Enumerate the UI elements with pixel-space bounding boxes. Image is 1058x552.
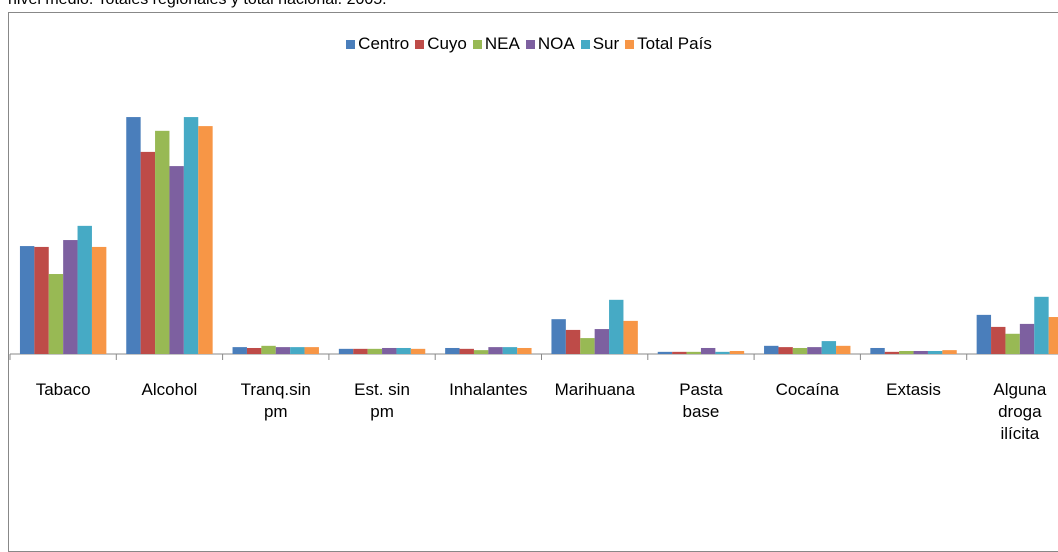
bar: [729, 350, 745, 354]
bar: [183, 117, 199, 354]
x-tick-label: Inhalantes: [449, 380, 528, 399]
bar: [445, 347, 460, 354]
bar: [686, 351, 701, 354]
bar: [261, 345, 276, 354]
legend-label: Centro: [358, 34, 410, 53]
bar: [246, 347, 262, 354]
bar: [609, 299, 624, 354]
bar: [1005, 333, 1020, 354]
legend: Centro Cuyo NEA NOA Sur Total País: [0, 34, 1058, 54]
bar: [77, 225, 92, 354]
bar: [580, 338, 595, 354]
bar: [19, 246, 35, 354]
bar: [807, 347, 822, 354]
bar: [1019, 323, 1035, 354]
bar: [792, 347, 808, 354]
x-tick-label: Tabaco: [35, 380, 91, 399]
bar: [1048, 317, 1058, 354]
legend-swatch: [625, 39, 635, 49]
bar: [304, 347, 319, 354]
x-tick-label: Extasis: [886, 380, 941, 399]
bar: [551, 319, 566, 354]
bar: [942, 350, 957, 354]
legend-item: Cuyo: [415, 34, 467, 54]
bar: [821, 341, 837, 354]
bar: [623, 320, 638, 354]
plot: [9, 117, 1058, 360]
x-tick-label: Cocaína: [775, 380, 839, 399]
x-tick-label: Alguna droga ilícita: [993, 380, 1047, 443]
chart-title: nivel medio. Totales regionales y total …: [8, 0, 387, 9]
legend-swatch: [525, 39, 535, 49]
bar: [338, 348, 354, 354]
bar: [715, 351, 730, 354]
legend-swatch: [580, 39, 590, 49]
bar: [672, 351, 687, 354]
bar: [700, 347, 716, 354]
legend-item: Centro: [346, 34, 409, 54]
bar: [976, 314, 992, 354]
bar: [870, 347, 885, 354]
legend-label: Total País: [637, 34, 712, 53]
bar: [594, 329, 610, 354]
bar: [290, 347, 305, 354]
bar: [899, 350, 914, 354]
legend-label: NOA: [537, 34, 575, 53]
legend-swatch: [346, 39, 356, 49]
x-tick-label: Pasta base: [679, 380, 723, 421]
bar: [488, 347, 503, 354]
legend-item: Sur: [580, 34, 620, 54]
legend-swatch: [415, 39, 425, 49]
bar: [410, 348, 426, 354]
bar: [367, 348, 383, 354]
legend-label: Cuyo: [427, 34, 467, 53]
x-tick-label: Alcohol: [141, 380, 198, 399]
bar: [473, 350, 489, 354]
x-tick-label: Marihuana: [554, 380, 635, 399]
bar: [1034, 296, 1049, 354]
bar: [275, 347, 291, 354]
bar: [913, 350, 928, 354]
bar: [169, 166, 184, 354]
legend-label: Sur: [592, 34, 620, 53]
bar: [836, 345, 851, 354]
legend-label: NEA: [484, 34, 520, 53]
bar: [91, 246, 107, 354]
bar: [48, 274, 64, 354]
bar: [140, 151, 156, 354]
bar: [778, 347, 793, 354]
legend-item: Total País: [625, 34, 712, 54]
bar: [991, 326, 1006, 354]
bar: [517, 347, 532, 354]
bar: [764, 345, 779, 354]
bar: [382, 347, 397, 354]
bar: [459, 348, 474, 354]
bar: [927, 350, 943, 354]
bar: [198, 126, 213, 354]
x-tick-label: Est. sin pm: [354, 380, 410, 421]
bar: [155, 130, 170, 354]
bar: [232, 347, 247, 354]
bar: [396, 347, 411, 354]
bar: [657, 351, 673, 354]
bar: [353, 348, 368, 354]
bar: [884, 351, 900, 354]
bar: [502, 347, 518, 354]
legend-item: NOA: [525, 34, 575, 54]
bar: [63, 240, 78, 354]
bar: [34, 246, 49, 354]
legend-swatch: [472, 39, 482, 49]
legend-item: NEA: [472, 34, 520, 54]
bar: [126, 117, 141, 354]
x-tick-label: Tranq.sin pm: [240, 380, 311, 421]
bar: [565, 329, 581, 354]
